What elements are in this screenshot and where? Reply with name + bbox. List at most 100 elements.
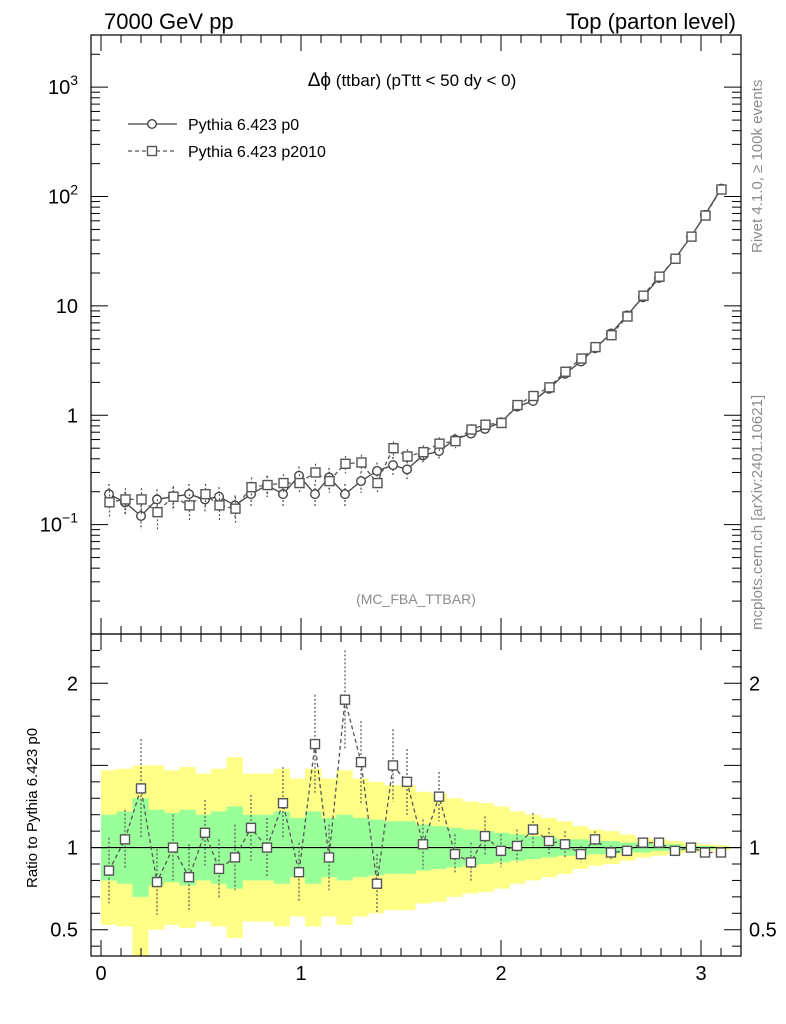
x-tick-label-1: 1 <box>295 963 306 985</box>
ratio-point-39 <box>715 847 727 858</box>
ratio-point-3 <box>151 876 163 888</box>
ratio-plot-marks <box>91 650 741 956</box>
ratio-point-6 <box>199 827 211 838</box>
legend: Pythia 6.423 p0 Pythia 6.423 p2010 <box>128 117 326 161</box>
ratio-point-33 <box>621 845 633 857</box>
rivet-label: Rivet 4.1.0, ≥ 100k events <box>749 80 766 253</box>
point-1-36 <box>670 253 681 264</box>
ratio-point-2 <box>135 783 147 794</box>
y-tick-label-ratio-left-2: 2 <box>67 673 78 695</box>
ratio-point-27 <box>527 824 539 835</box>
main-axes: 10−1 1 10 102 103 <box>40 34 742 635</box>
ratio-point-18 <box>387 760 399 771</box>
ratio-point-11 <box>277 798 289 809</box>
point-1-23 <box>466 424 477 435</box>
point-1-26 <box>512 399 523 411</box>
ratio-point-25 <box>495 845 507 857</box>
legend-marker-p2010 <box>146 145 158 157</box>
point-1-22 <box>450 435 461 447</box>
ratio-point-22 <box>449 848 461 860</box>
ratio-point-36 <box>669 845 681 857</box>
watermark: (MC_FBA_TTBAR) <box>356 591 476 607</box>
point-1-16 <box>356 457 367 468</box>
point-1-9 <box>246 481 257 493</box>
ratio-point-31 <box>589 834 601 845</box>
ratio-series-line-0 <box>108 699 721 885</box>
y-tick-label-main-2: 10 <box>56 296 78 318</box>
legend-label-p0: Pythia 6.423 p0 <box>188 117 299 134</box>
ratio-point-32 <box>605 847 617 858</box>
point-1-27 <box>528 390 539 402</box>
ratio-point-13 <box>309 738 321 750</box>
series-line-0 <box>108 188 722 517</box>
mcplots-label: mcplots.cern.ch [arXiv:2401.10621] <box>749 395 766 630</box>
point-1-1 <box>120 494 131 505</box>
point-1-10 <box>262 479 273 491</box>
point-1-38 <box>700 210 711 221</box>
point-1-35 <box>654 271 665 282</box>
y-tick-label-ratio-right-0: 0.5 <box>749 920 777 942</box>
ratio-point-16 <box>355 756 367 768</box>
y-tick-label-ratio-right-2: 2 <box>749 673 760 695</box>
point-1-20 <box>418 446 429 458</box>
point-0-16 <box>356 476 367 487</box>
point-1-24 <box>480 419 491 430</box>
header-left: 7000 GeV pp <box>104 9 234 34</box>
ratio-point-15 <box>339 694 351 705</box>
y-tick-label-main-4: 103 <box>48 72 78 99</box>
point-1-29 <box>560 366 571 377</box>
ratio-point-9 <box>245 822 257 834</box>
title-symbol: Δϕ <box>308 70 331 91</box>
main-plot-marks <box>103 183 727 530</box>
point-1-31 <box>590 341 601 353</box>
ratio-panel: 0.5 0.5 1 1 2 2 0 1 2 3 Ratio to Pythia 6.423 p0 <box>24 633 777 985</box>
legend-marker-p0 <box>146 118 157 129</box>
ratio-point-21 <box>433 791 445 802</box>
point-1-18 <box>388 442 399 454</box>
series-line-1 <box>108 189 722 514</box>
point-1-6 <box>200 488 211 500</box>
point-1-4 <box>168 491 179 502</box>
ratio-point-8 <box>229 852 241 863</box>
ratio-point-12 <box>293 867 305 878</box>
ratio-point-29 <box>559 839 571 850</box>
ratio-point-4 <box>167 842 179 853</box>
point-1-32 <box>606 329 617 341</box>
ratio-point-1 <box>119 834 131 845</box>
point-0-17 <box>372 465 383 476</box>
point-1-21 <box>434 438 445 449</box>
ratio-axes: 0.5 0.5 1 1 2 2 0 1 2 3 <box>50 634 777 985</box>
point-1-34 <box>638 290 649 301</box>
title-rest: (ttbar) (pTtt < 50 dy < 0) <box>331 71 516 90</box>
ratio-point-14 <box>323 852 335 863</box>
point-1-19 <box>402 451 413 462</box>
point-1-7 <box>214 500 225 511</box>
ratio-point-0 <box>103 865 115 876</box>
plot-title: Δϕ (ttbar) (pTtt < 50 dy < 0) <box>308 70 517 91</box>
ratio-point-5 <box>183 871 195 883</box>
point-1-33 <box>622 311 633 322</box>
point-1-3 <box>152 506 163 518</box>
ratio-frame <box>90 633 742 957</box>
ratio-point-23 <box>465 857 477 868</box>
ratio-point-19 <box>401 776 413 788</box>
point-1-37 <box>686 231 697 242</box>
point-1-15 <box>340 458 351 469</box>
ratio-point-17 <box>371 878 383 889</box>
point-1-2 <box>136 494 147 505</box>
ratio-point-24 <box>479 830 491 842</box>
point-1-12 <box>294 477 305 489</box>
x-tick-label-2: 2 <box>495 963 506 985</box>
ratio-y-label: Ratio to Pythia 6.423 p0 <box>24 728 41 888</box>
x-tick-label-3: 3 <box>695 963 706 985</box>
ratio-point-37 <box>685 842 697 853</box>
y-tick-label-main-0: 10−1 <box>40 510 78 537</box>
ratio-point-30 <box>575 848 587 860</box>
ratio-point-35 <box>653 837 665 848</box>
ratio-point-26 <box>511 840 523 852</box>
point-1-14 <box>324 475 335 487</box>
point-1-5 <box>184 500 195 511</box>
ratio-point-28 <box>543 835 555 847</box>
point-1-39 <box>716 184 727 195</box>
